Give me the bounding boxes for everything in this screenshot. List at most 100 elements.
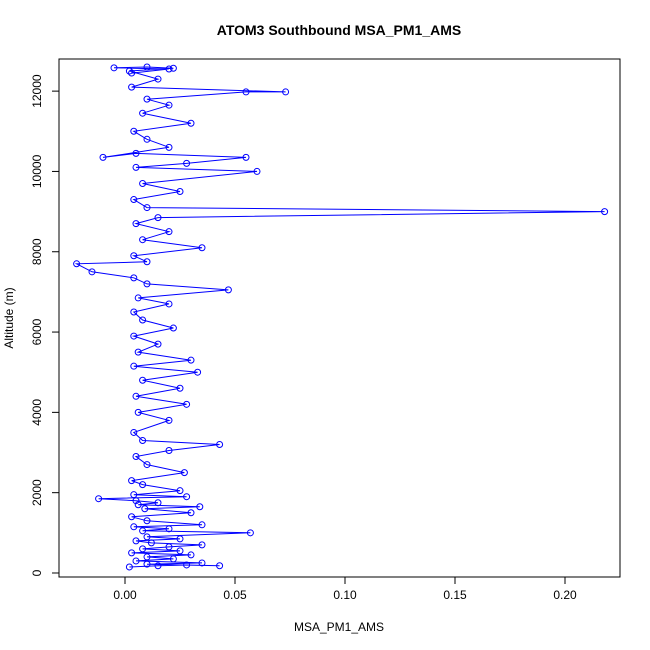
data-point [216,562,224,570]
data-point [143,204,151,212]
x-tick-label: 0.10 [333,588,357,602]
data-point [130,362,138,370]
data-point [176,535,184,543]
data-point [128,513,136,521]
data-point [143,517,151,525]
data-point [183,159,191,167]
data-point [282,88,290,96]
data-point [132,163,140,171]
data-point [165,416,173,424]
data-point [253,167,261,175]
data-point [73,260,81,268]
data-point [139,481,147,489]
data-point [176,487,184,495]
data-point [198,559,206,567]
data-point [110,64,118,72]
data-point [187,356,195,364]
data-point [128,549,136,557]
data-point [147,539,155,547]
data-point [198,541,206,549]
data-point [176,384,184,392]
data-point [143,135,151,143]
data-point [134,348,142,356]
data-point [143,280,151,288]
data-point [176,188,184,196]
plot-frame [58,58,621,578]
data-point [130,332,138,340]
data-point [194,368,202,376]
x-tick-label: 0.20 [553,588,577,602]
data-point [128,477,136,485]
data-point [198,521,206,529]
data-point [139,436,147,444]
data-point [130,308,138,316]
data-point [139,316,147,324]
data-point [134,294,142,302]
y-tick-label: 2000 [30,479,44,506]
data-point [183,493,191,501]
data-point [139,376,147,384]
data-point [130,127,138,135]
data-point [154,214,162,222]
data-point [176,547,184,555]
data-point [154,75,162,83]
data-point [130,428,138,436]
data-point [95,495,103,503]
data-point [130,274,138,282]
data-point [165,101,173,109]
data-point [216,440,224,448]
data-point [128,69,136,77]
data-point [139,236,147,244]
data-point [132,497,140,505]
data-point [224,286,232,294]
series-line [74,66,605,568]
data-point [187,551,195,559]
data-point [143,258,151,266]
data-point [132,537,140,545]
data-point [169,64,177,72]
x-axis: 0.00 0.05 0.10 0.15 0.20 [113,577,577,602]
data-point [165,525,173,533]
series-points [73,63,609,571]
data-point [134,501,142,509]
data-point [143,533,151,541]
data-point [165,143,173,151]
data-point [128,83,136,91]
data-point [169,555,177,563]
data-point [143,553,151,561]
data-point [125,67,133,75]
data-point [125,563,133,571]
data-point [165,228,173,236]
data-point [139,527,147,535]
y-tick-label: 10000 [30,154,44,188]
data-point [165,300,173,308]
data-point [132,149,140,157]
data-point [165,543,173,551]
y-tick-label: 8000 [30,238,44,265]
data-point [88,268,96,276]
series-lines [74,66,605,568]
chart-title: ATOM3 Southbound MSA_PM1_AMS [217,22,461,38]
y-axis: 0 2000 4000 6000 8000 10000 12000 [30,74,59,576]
data-point [154,340,162,348]
data-point [139,109,147,117]
data-point [143,63,151,71]
data-point [130,523,138,531]
data-point [169,324,177,332]
data-point [141,505,149,513]
data-point [601,208,609,216]
data-point [130,252,138,260]
data-point [246,529,254,537]
data-point [196,503,204,511]
data-point [130,491,138,499]
data-point [165,65,173,73]
data-point [132,453,140,461]
data-point [198,244,206,252]
y-tick-label: 0 [30,569,44,576]
data-point [187,509,195,517]
x-tick-label: 0.00 [113,588,137,602]
data-point [132,557,140,565]
y-tick-label: 12000 [30,74,44,108]
data-point [134,408,142,416]
